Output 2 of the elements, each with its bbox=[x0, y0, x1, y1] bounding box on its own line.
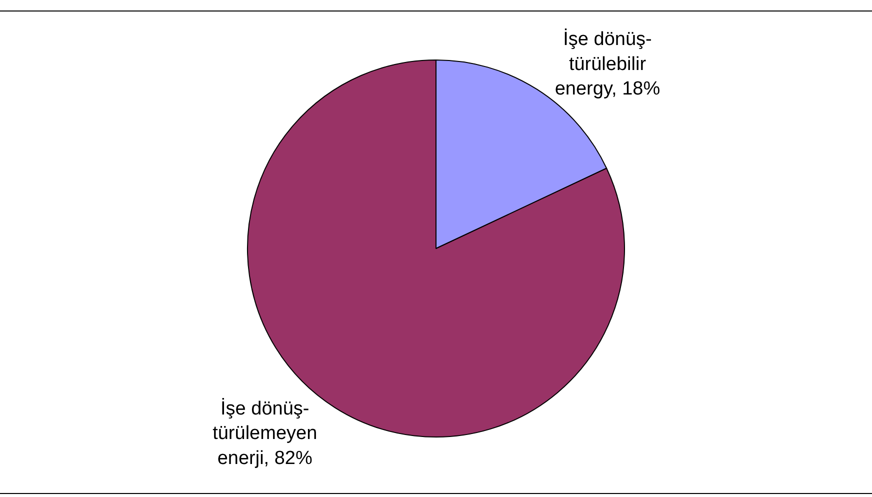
slice-label: İşe dönüş- türülebilir energy, 18% bbox=[554, 28, 660, 100]
slice-label: İşe dönüş- türülemeyen enerji, 82% bbox=[212, 397, 318, 469]
